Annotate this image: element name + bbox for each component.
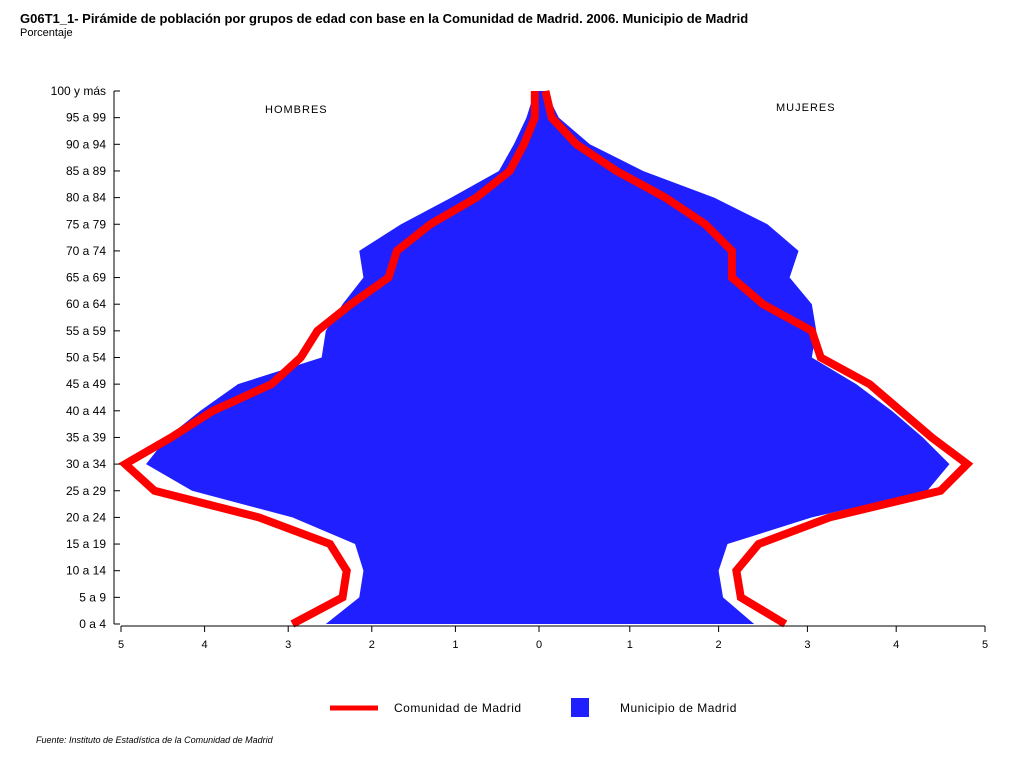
value-tick-label: 4: [202, 639, 208, 651]
municipio-de-madrid-hombres-area: [146, 91, 539, 624]
age-tick-label: 5 a 9: [79, 590, 106, 604]
age-tick-layer: 0 a 4 5 a 9 10 a 14 15 a 19 20 a 24 25 a 29 30…: [51, 84, 120, 631]
side-label-hombres: HOMBRES: [265, 104, 328, 116]
value-tick-label: 5: [118, 639, 124, 651]
value-tick-label: 0: [536, 639, 542, 651]
age-tick-label: 70 a 74: [66, 244, 106, 258]
value-tick-layer: 5 4 3 2 1 0 1 2 3 4 5: [118, 626, 988, 651]
age-tick-label: 90 a 94: [66, 137, 106, 151]
age-tick-label: 50 a 54: [66, 351, 106, 365]
comunidad-de-madrid-mujeres-line: [541, 90, 974, 628]
age-tick-label: 30 a 34: [66, 457, 106, 471]
value-tick-label: 4: [893, 639, 899, 651]
age-tick-label: 45 a 49: [66, 377, 106, 391]
chart-title: G06T1_1- Pirámide de población por grupo…: [20, 11, 749, 26]
legend-label-comunidad-de-madrid: Comunidad de Madrid: [394, 701, 522, 715]
age-tick-label: 100 y más: [51, 84, 106, 98]
age-tick-label: 40 a 44: [66, 404, 106, 418]
value-tick-label: 3: [285, 639, 291, 651]
municipio-de-madrid-mujeres-area: [541, 91, 950, 624]
age-tick-label: 20 a 24: [66, 510, 106, 524]
municipio-de-madrid-center-fill: [539, 91, 541, 624]
age-tick-label: 75 a 79: [66, 217, 106, 231]
legend: Comunidad de Madrid Municipio de Madrid: [330, 698, 737, 717]
comunidad-de-madrid-hombres-line: [118, 91, 539, 628]
value-tick-label: 2: [716, 639, 722, 651]
legend-swatch-municipio-de-madrid: [571, 698, 589, 717]
chart-subtitle: Porcentaje: [20, 27, 73, 39]
age-tick-label: 35 a 39: [66, 430, 106, 444]
age-tick-label: 85 a 89: [66, 164, 106, 178]
side-label-mujeres: MUJERES: [776, 102, 836, 114]
value-tick-label: 1: [627, 639, 633, 651]
municipio-area-layer: [146, 91, 950, 624]
value-tick-label: 2: [369, 639, 375, 651]
value-tick-label: 1: [452, 639, 458, 651]
age-tick-label: 15 a 19: [66, 537, 106, 551]
age-tick-label: 60 a 64: [66, 297, 106, 311]
value-tick-label: 3: [804, 639, 810, 651]
age-tick-label: 95 a 99: [66, 111, 106, 125]
value-tick-label: 5: [982, 639, 988, 651]
legend-label-municipio-de-madrid: Municipio de Madrid: [620, 701, 737, 715]
source-note: Fuente: Instituto de Estadística de la C…: [36, 735, 273, 745]
age-tick-label: 0 a 4: [79, 617, 106, 631]
age-tick-label: 80 a 84: [66, 191, 106, 205]
age-tick-label: 10 a 14: [66, 564, 106, 578]
age-tick-label: 55 a 59: [66, 324, 106, 338]
age-tick-label: 65 a 69: [66, 271, 106, 285]
comunidad-line-layer: [118, 90, 974, 628]
age-tick-label: 25 a 29: [66, 484, 106, 498]
